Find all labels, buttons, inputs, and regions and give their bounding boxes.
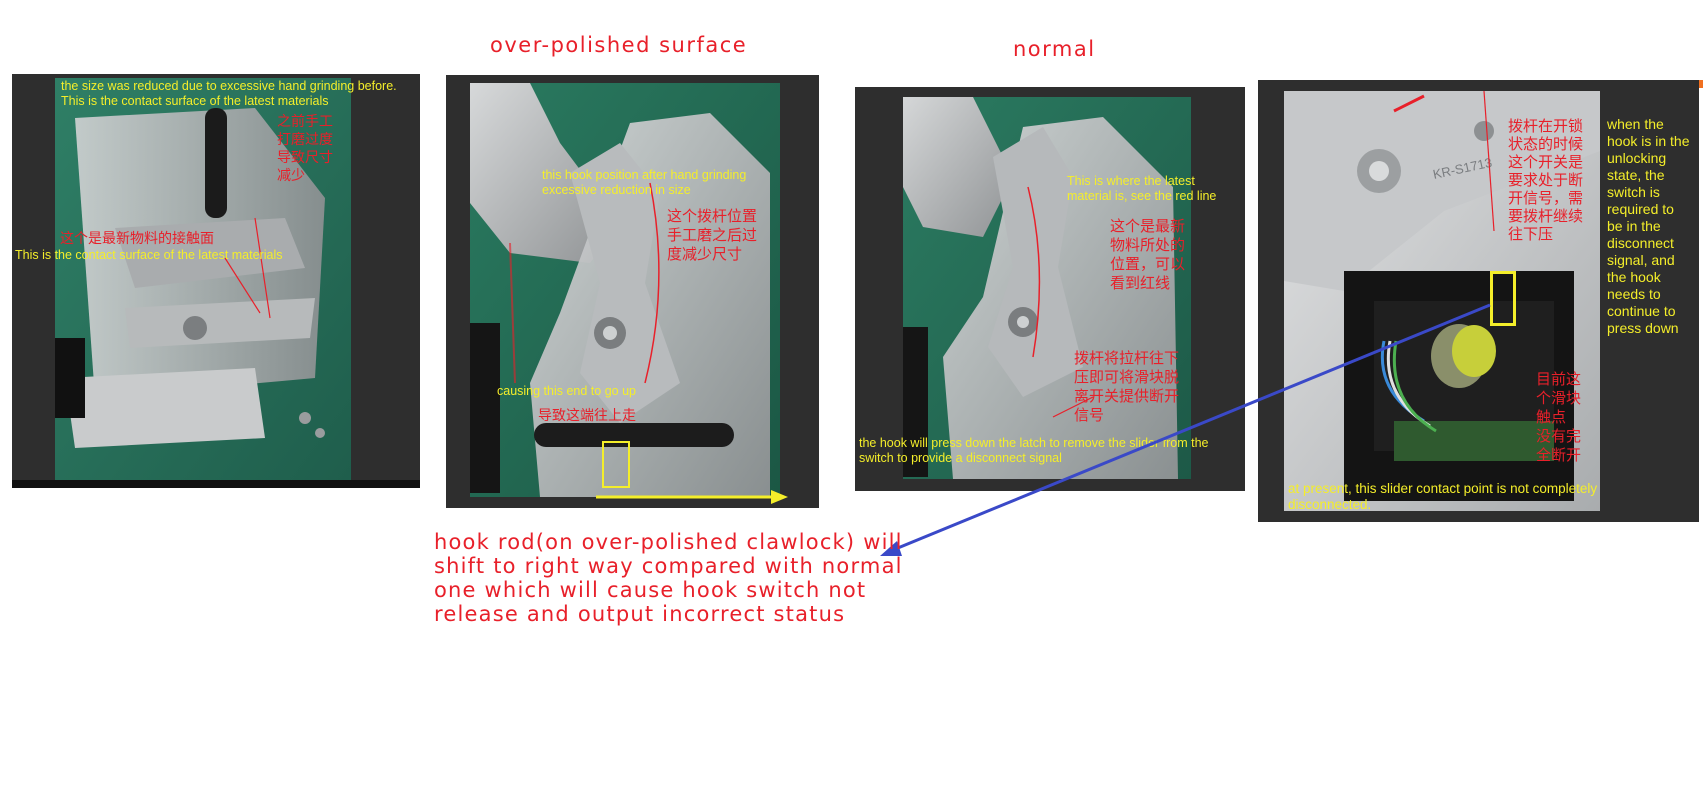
panel4-note-en-side: when the hook is in the unlocking state,… — [1607, 116, 1690, 336]
panel2-note-en-bottom: causing this end to go up — [497, 384, 636, 398]
photo-panel-2 — [446, 75, 819, 508]
photo-switch-illustration: KR-S1713 — [1284, 91, 1600, 511]
panel2-note-en-top: this hook position after hand grinding e… — [542, 168, 747, 197]
panel3-note-en-top: This is where the latest material is, se… — [1067, 174, 1217, 203]
panel4-note-cn-bottom: 目前这 个滑块 触点 没有完 全断开 — [1536, 371, 1582, 464]
orange-accent-mark — [1699, 80, 1703, 88]
panel3-note-cn-top: 这个是最新 物料所处的 位置，可以 看到红线 — [1110, 218, 1186, 292]
panel2-note-cn-bottom: 导致这端往上走 — [538, 407, 636, 423]
panel1-note-cn-mid: 这个是最新物料的接触面 — [60, 230, 214, 246]
panel1-note-en-top: the size was reduced due to excessive ha… — [61, 79, 397, 108]
heading-over-polished: over-polished surface — [490, 33, 748, 57]
photo-contact-surface-illustration — [55, 78, 351, 480]
panel4-note-cn-top: 拨杆在开锁 状态的时候 这个开关是 要求处于断 开信号，需 要拨杆继续 往下压 — [1508, 118, 1584, 243]
panel2-note-cn-top: 这个拨杆位置 手工磨之后过 度减少尺寸 — [667, 208, 758, 263]
photo-normal — [903, 97, 1191, 479]
panel1-note-cn-top: 之前手工 打磨过度 导致尺寸 减少 — [277, 113, 333, 183]
switch-highlight-box — [1490, 271, 1516, 326]
panel1-note-en-mid: This is the contact surface of the lates… — [15, 248, 283, 262]
photo-normal-illustration — [903, 97, 1191, 479]
heading-normal: normal — [1013, 37, 1096, 61]
photo-panel-1 — [12, 74, 420, 488]
photo-over-polished-illustration — [470, 83, 780, 497]
right-arrow-icon — [596, 490, 788, 504]
photo-contact-surface — [55, 78, 351, 480]
main-caption: hook rod(on over-polished clawlock) will… — [434, 530, 903, 626]
photo-panel-3 — [855, 87, 1245, 491]
panel4-note-en-bottom: at present, this slider contact point is… — [1288, 481, 1598, 512]
photo-switch: KR-S1713 — [1284, 91, 1600, 511]
highlight-box — [602, 441, 630, 488]
panel3-note-cn-bottom: 拨杆将拉杆往下 压即可将滑块脱 离开关提供断开 信号 — [1074, 350, 1180, 424]
panel3-note-en-bottom: the hook will press down the latch to re… — [859, 436, 1209, 465]
photo-panel-4: KR-S1713 — [1258, 80, 1699, 522]
photo-over-polished — [470, 83, 780, 497]
